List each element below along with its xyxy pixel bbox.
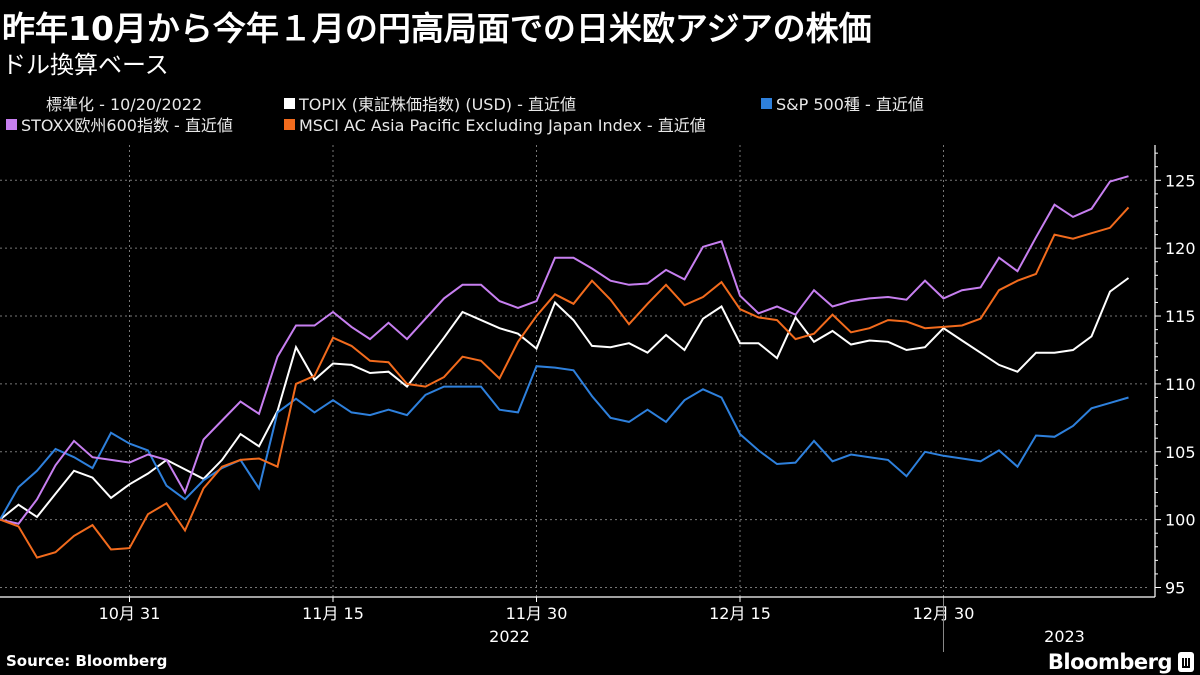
series-1	[0, 365, 1129, 521]
y-tick-label: 115	[1165, 307, 1196, 326]
legend-item-sp500[interactable]: S&P 500種 - 直近値	[761, 91, 936, 115]
y-tick-label: 95	[1165, 578, 1185, 597]
series-line	[0, 277, 1130, 521]
y-tick-label: 125	[1165, 171, 1196, 190]
legend-item-topix[interactable]: TOPIX (東証株価指数) (USD) - 直近値	[284, 91, 761, 115]
x-year-label: 2022	[489, 627, 530, 646]
legend-row-1: 標準化 - 10/20/2022 TOPIX (東証株価指数) (USD) - …	[46, 91, 936, 115]
series-line	[0, 365, 1129, 521]
x-tick-label: 10月 31	[99, 604, 161, 623]
series-2	[0, 175, 1129, 525]
y-tick-label: 120	[1165, 239, 1196, 258]
legend-normalized-label: 標準化 - 10/20/2022	[46, 95, 203, 114]
legend-label: MSCI AC Asia Pacific Excluding Japan Ind…	[299, 116, 706, 135]
legend-swatch	[284, 118, 295, 130]
legend-label: STOXX欧州600指数 - 直近値	[21, 116, 233, 135]
x-year-label: 2023	[1044, 627, 1085, 646]
legend-swatch	[284, 97, 295, 109]
chart-subtitle: ドル換算ベース	[2, 51, 169, 79]
legend-swatch	[6, 118, 17, 130]
chart-title: 昨年10月から今年１月の円高局面での日米欧アジアの株価	[2, 9, 872, 48]
y-tick-label: 110	[1165, 375, 1196, 394]
brand-logo-text: Bloomberg	[1047, 650, 1173, 674]
series-3	[0, 206, 1130, 559]
legend-label: TOPIX (東証株価指数) (USD) - 直近値	[299, 95, 576, 114]
series-0	[0, 277, 1130, 521]
series-line	[0, 206, 1130, 559]
y-tick-label: 100	[1165, 511, 1196, 530]
legend-label: S&P 500種 - 直近値	[776, 95, 924, 114]
x-tick-label: 11月 30	[506, 604, 568, 623]
x-tick-label: 12月 15	[709, 604, 771, 623]
y-tick-label: 105	[1165, 443, 1196, 462]
x-tick-label: 11月 15	[302, 604, 364, 623]
source-note: Source: Bloomberg	[6, 652, 168, 670]
legend-swatch	[761, 97, 772, 109]
legend-normalized: 標準化 - 10/20/2022	[46, 91, 284, 115]
legend-item-stoxx600[interactable]: STOXX欧州600指数 - 直近値	[6, 112, 284, 136]
bloomberg-icon	[1178, 652, 1194, 672]
legend-row-2: STOXX欧州600指数 - 直近値 MSCI AC Asia Pacific …	[6, 112, 718, 136]
legend-item-msci-asia[interactable]: MSCI AC Asia Pacific Excluding Japan Ind…	[284, 112, 718, 136]
series-line	[0, 175, 1129, 525]
